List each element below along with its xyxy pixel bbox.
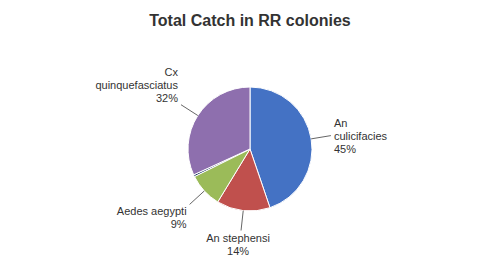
svg-text:Anculicifacies45%: Anculicifacies45% bbox=[334, 117, 388, 155]
html-text:Total Catch in RR colonies: Total Catch in RR colonies bbox=[149, 12, 351, 29]
svg-text:An stephensi14%: An stephensi14% bbox=[206, 232, 270, 257]
svg-text:Cxquinquefasciatus32%: Cxquinquefasciatus32% bbox=[95, 66, 178, 104]
svg-text:Aedes aegypti9%: Aedes aegypti9% bbox=[117, 205, 187, 230]
